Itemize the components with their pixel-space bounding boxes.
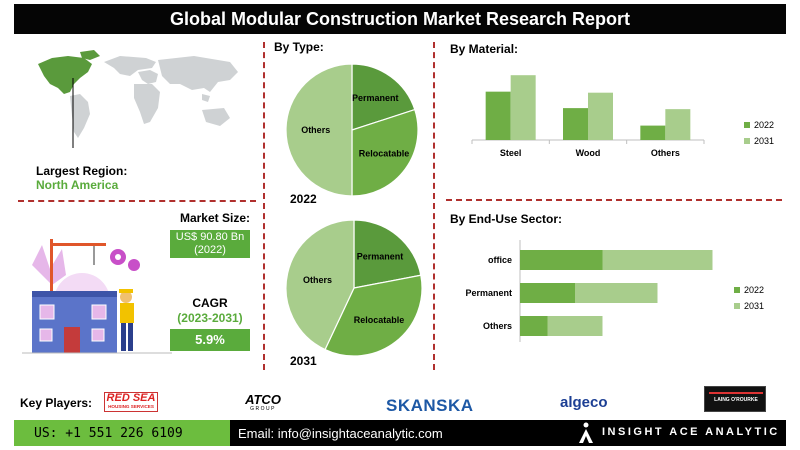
material-legend-label-2031: 2031 — [754, 136, 774, 146]
brand-name: INSIGHT ACE ANALYTIC — [602, 426, 780, 438]
divider-left — [263, 42, 265, 370]
pie-year-2031: 2031 — [290, 354, 317, 368]
skanska-logo: SKANSKA — [386, 396, 474, 415]
type-pie-2022: Permanent Relocatable Others — [285, 63, 419, 197]
material-bar-chart: Steel Wood Others 2022 2031 — [471, 75, 774, 158]
material-bar-others-2022 — [640, 125, 666, 140]
largest-region-value: North America — [36, 178, 119, 192]
divider-right-horizontal — [446, 199, 782, 201]
end-use-category-label: Permanent — [465, 288, 512, 298]
laing-orourke-logo: LAING O'ROURKE — [704, 386, 766, 412]
material-legend-label-2022: 2022 — [754, 120, 774, 130]
end-use-category-label: office — [488, 255, 512, 265]
material-category-label: Others — [651, 148, 680, 158]
phone-bar[interactable]: US: +1 551 226 6109 — [14, 420, 230, 446]
pie-slice-others — [285, 63, 353, 197]
material-category-label: Wood — [576, 148, 601, 158]
pie-slice-permanent — [351, 63, 416, 131]
market-size-label: Market Size: — [179, 211, 250, 225]
material-bar-steel-2022 — [485, 91, 511, 140]
insightace-logo-icon — [579, 422, 593, 443]
algeco-logo: algeco — [560, 394, 608, 411]
pie-year-2022: 2022 — [290, 192, 317, 206]
email-link[interactable]: Email: info@insightaceanalytic.com — [230, 420, 786, 446]
end-use-legend-label-2031: 2031 — [744, 301, 764, 311]
cagr-years: (2023-2031) — [177, 311, 243, 325]
report-title: Global Modular Construction Market Resea… — [14, 4, 786, 34]
pie-label-permanent: Permanent — [357, 252, 404, 262]
type-pie-2031: Permanent Relocatable Others — [285, 219, 423, 357]
by-material-title: By Material: — [450, 42, 519, 56]
end-use-bar-chart: office Permanent Others 2022 2031 — [465, 240, 764, 342]
divider-right — [433, 42, 435, 370]
material-legend-swatch-2022 — [744, 122, 750, 128]
cagr-value: 5.9% — [170, 329, 250, 351]
market-size-box: US$ 90.80 Bn (2022) — [170, 230, 250, 258]
north-america-region — [38, 56, 92, 94]
end-use-legend-swatch-2022 — [734, 287, 740, 293]
end-use-bar-permanent-2022 — [520, 283, 575, 303]
largest-region-label: Largest Region: — [36, 164, 128, 178]
key-players-label: Key Players: — [20, 396, 93, 410]
market-size-year: (2022) — [194, 244, 226, 256]
pie-label-others: Others — [303, 275, 332, 285]
atco-logo: ATCO GROUP — [245, 392, 281, 412]
end-use-bar-office-2022 — [520, 250, 603, 270]
end-use-bar-others-2022 — [520, 316, 548, 336]
end-use-bar-office-2031 — [602, 250, 713, 270]
market-size-value: US$ 90.80 Bn — [175, 231, 245, 243]
divider-left-horizontal — [18, 200, 256, 202]
end-use-category-label: Others — [483, 321, 512, 331]
pie-label-others: Others — [301, 125, 330, 135]
construction-illustration — [22, 239, 172, 354]
pie-label-relocatable: Relocatable — [359, 148, 410, 158]
end-use-bar-others-2031 — [547, 316, 603, 336]
material-bar-wood-2022 — [563, 108, 588, 140]
pie-slice-others — [285, 219, 355, 351]
end-use-legend-swatch-2031 — [734, 303, 740, 309]
material-category-label: Steel — [500, 148, 522, 158]
material-bar-wood-2031 — [588, 92, 613, 140]
red-sea-logo: RED SEA HOUSING SERVICES — [104, 392, 158, 412]
by-type-title: By Type: — [274, 40, 324, 54]
world-map — [38, 50, 238, 148]
pie-slice-relocatable — [324, 274, 423, 357]
pie-slice-permanent — [353, 219, 422, 289]
cagr-label: CAGR — [192, 296, 228, 310]
by-end-use-title: By End-Use Sector: — [450, 212, 563, 226]
material-bar-steel-2031 — [510, 75, 536, 140]
material-bar-others-2031 — [665, 109, 691, 140]
pie-label-permanent: Permanent — [352, 93, 399, 103]
pie-label-relocatable: Relocatable — [354, 315, 405, 325]
material-legend-swatch-2031 — [744, 138, 750, 144]
end-use-bar-permanent-2031 — [575, 283, 658, 303]
end-use-legend-label-2022: 2022 — [744, 285, 764, 295]
pie-slice-relocatable — [351, 108, 419, 197]
